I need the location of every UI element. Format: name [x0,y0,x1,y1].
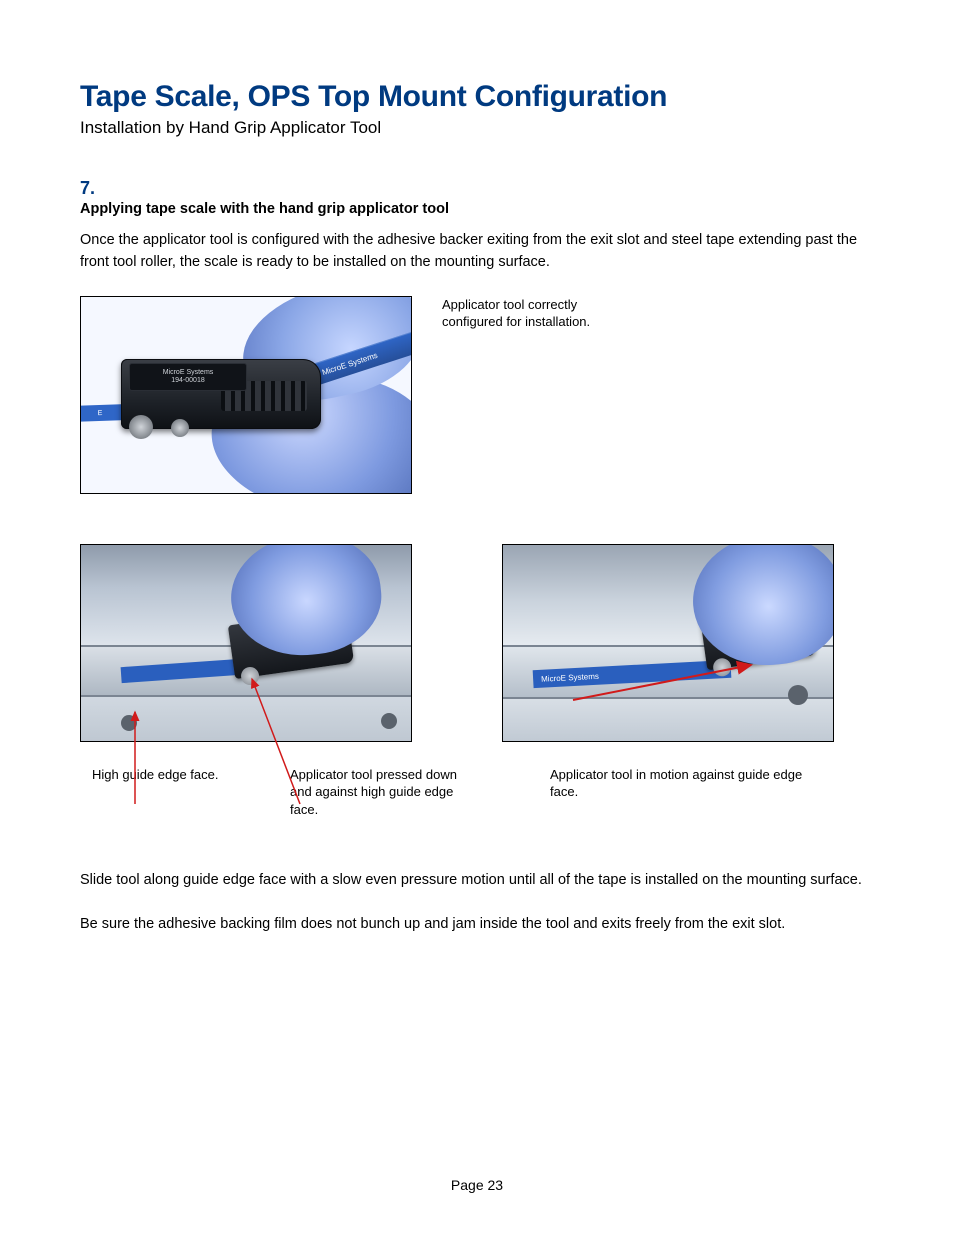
figure-2-caption-right: Applicator tool pressed down and against… [272,766,460,819]
tool-label-line2: 194-00018 [171,377,204,385]
figure-2-caption-left: High guide edge face. [80,766,272,819]
page-number: Page 23 [0,1177,954,1193]
figure-2-photo [80,544,412,742]
figure-3-block: MicroE Systems Applicator tool in motion… [502,544,834,801]
figure-2-block: High guide edge face. Applicator tool pr… [80,544,460,819]
page-title: Tape Scale, OPS Top Mount Configuration [80,80,874,114]
step-number: 7. [80,178,874,199]
tool-label-line1: MicroE Systems [163,369,214,377]
figure-row-1: MicroE Systems E MicroE Systems 194-0001… [80,296,874,494]
figure-3-caption: Applicator tool in motion against guide … [502,766,810,801]
tool-label: MicroE Systems 194-00018 [129,363,247,391]
document-page: Tape Scale, OPS Top Mount Configuration … [0,0,954,1235]
figure-1-caption: Applicator tool correctly configured for… [442,296,622,331]
paragraph-2: Slide tool along guide edge face with a … [80,869,874,891]
figure-row-2: High guide edge face. Applicator tool pr… [80,544,874,819]
intro-paragraph: Once the applicator tool is configured w… [80,229,874,274]
page-subtitle: Installation by Hand Grip Applicator Too… [80,118,874,138]
step-heading: Applying tape scale with the hand grip a… [80,201,874,217]
paragraph-3: Be sure the adhesive backing film does n… [80,913,874,935]
figure-1-photo: MicroE Systems E MicroE Systems 194-0001… [80,296,412,494]
figure-3-photo: MicroE Systems [502,544,834,742]
